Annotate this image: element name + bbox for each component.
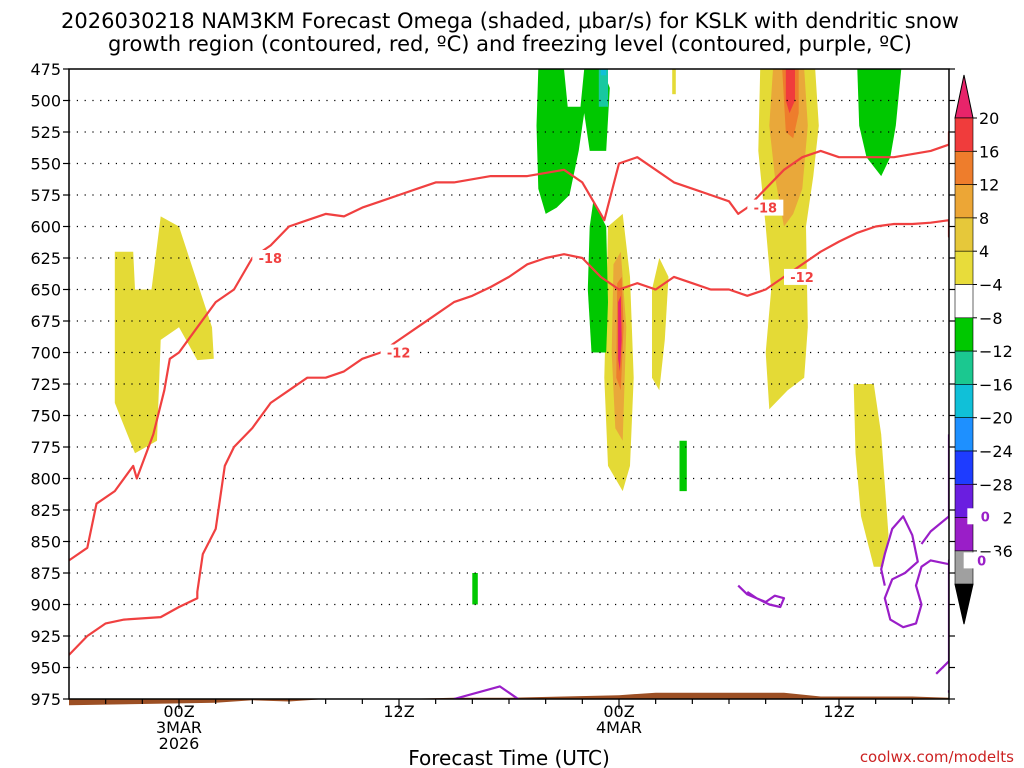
omega-region-11 (672, 69, 676, 95)
omega-region-12 (536, 69, 610, 214)
colorbar-label: −28 (979, 475, 1013, 494)
colorbar-label: −20 (979, 409, 1013, 428)
contour-labels: -18 -18 -12 -12 0 0 (252, 199, 1004, 569)
contour-label: 0 (977, 554, 986, 569)
contour-label: -18 (259, 252, 283, 267)
colorbar-segment (954, 250, 974, 285)
y-tick-label: 525 (30, 123, 61, 142)
y-tick-label: 950 (30, 659, 61, 678)
colorbar-label: −24 (979, 442, 1013, 461)
colorbar-label: 20 (979, 109, 999, 128)
omega-region-15 (679, 440, 687, 492)
contour-line-2 (880, 515, 949, 675)
contour-label-bg (747, 199, 784, 216)
colorbar-label: 12 (979, 176, 999, 195)
colorbar-segment (954, 384, 974, 418)
y-tick-label: 800 (30, 470, 61, 489)
y-tick-label: 925 (30, 627, 61, 646)
contour-line-5 (737, 584, 786, 609)
colorbar-label: 4 (979, 242, 989, 261)
y-tick-label: 475 (30, 60, 61, 79)
colorbar-segment (954, 151, 974, 185)
plot-area: 475 500 525 550 575 600 625 650 675 700 725 750 775 8… (30, 60, 955, 753)
contour-line-3 (920, 434, 949, 545)
x-tick-label: 00Z (163, 702, 194, 721)
contour-line-1 (69, 219, 949, 656)
x-tick-label: 00Z (603, 702, 634, 721)
x-axis-title: Forecast Time (UTC) (408, 746, 610, 768)
y-axis: 475 500 525 550 575 600 625 650 675 700 725 750 775 8… (30, 60, 955, 709)
y-tick-label: 750 (30, 407, 61, 426)
omega-region-18 (600, 69, 607, 76)
chart-title-line1: 2026030218 NAM3KM Forecast Omega (shaded… (61, 9, 959, 33)
omega-region-17 (598, 69, 608, 107)
contour-line-0 (69, 130, 949, 562)
colorbar-segment (954, 184, 974, 219)
contour-line-4 (453, 685, 519, 699)
colorbar-label: −16 (979, 375, 1013, 394)
omega-region-0 (114, 216, 214, 454)
colorbar-bottom-arrow (954, 583, 974, 625)
omega-region-5 (652, 258, 669, 391)
contour-label-bg (963, 552, 1000, 569)
colorbar-label: 8 (979, 209, 989, 228)
colorbar-segment (954, 284, 974, 319)
y-tick-label: 575 (30, 186, 61, 205)
y-tick-label: 825 (30, 501, 61, 520)
y-tick-label: 775 (30, 438, 61, 457)
colorbar-label: 16 (979, 142, 999, 161)
credit-text: coolwx.com/modelts (860, 748, 1014, 766)
x-tick-label: 12Z (383, 702, 414, 721)
contour-label: -12 (790, 271, 814, 286)
omega-region-4 (618, 295, 622, 372)
contour-label: 0 (981, 510, 990, 525)
y-tick-label: 700 (30, 344, 61, 363)
colorbar-segment (954, 350, 974, 385)
contour-label-bg (967, 508, 1004, 525)
x-tick-label: 4MAR (596, 718, 642, 737)
y-tick-label: 850 (30, 533, 61, 552)
colorbar-label: −4 (979, 276, 1003, 295)
colorbar-segment (954, 317, 974, 352)
y-tick-label: 875 (30, 564, 61, 583)
colorbar-label: −8 (979, 309, 1003, 328)
y-tick-label: 975 (30, 690, 61, 709)
omega-region-13 (587, 201, 608, 353)
colorbar-segment (954, 450, 974, 485)
x-tick-label: 3MAR (156, 718, 202, 737)
contour-label: -12 (387, 347, 411, 362)
y-tick-label: 500 (30, 92, 61, 111)
x-axis: 00Z3MAR202612Z00Z4MAR12Z00Z5MAR (105, 699, 950, 753)
colorbar-segment (954, 217, 974, 252)
y-tick-label: 675 (30, 312, 61, 331)
contour-label-bg (784, 268, 820, 285)
y-tick-label: 625 (30, 249, 61, 268)
plot-frame (68, 68, 950, 700)
omega-region-10 (853, 384, 889, 567)
colorbar-top-arrow (954, 74, 974, 119)
contour-label-bg (252, 250, 289, 266)
omega-region-9 (785, 69, 795, 114)
y-tick-label: 725 (30, 375, 61, 394)
colorbar-segment (954, 417, 974, 452)
contour-layer (69, 130, 949, 699)
y-tick-label: 600 (30, 218, 61, 237)
omega-shading-layer (114, 69, 902, 605)
colorbar-label: −12 (979, 342, 1013, 361)
y-tick-label: 550 (30, 155, 61, 174)
x-tick-label: 2026 (159, 734, 200, 753)
y-tick-label: 900 (30, 596, 61, 615)
omega-region-14 (857, 69, 902, 177)
contour-label: -18 (754, 202, 778, 217)
chart-title-line2: growth region (contoured, red, ºC) and f… (108, 32, 912, 56)
contour-label-bg (380, 344, 417, 361)
colorbar-segment (954, 117, 974, 152)
x-tick-label: 12Z (823, 702, 854, 721)
y-tick-label: 650 (30, 281, 61, 300)
omega-region-16 (472, 573, 478, 605)
dotted-gridlines (69, 99, 949, 669)
